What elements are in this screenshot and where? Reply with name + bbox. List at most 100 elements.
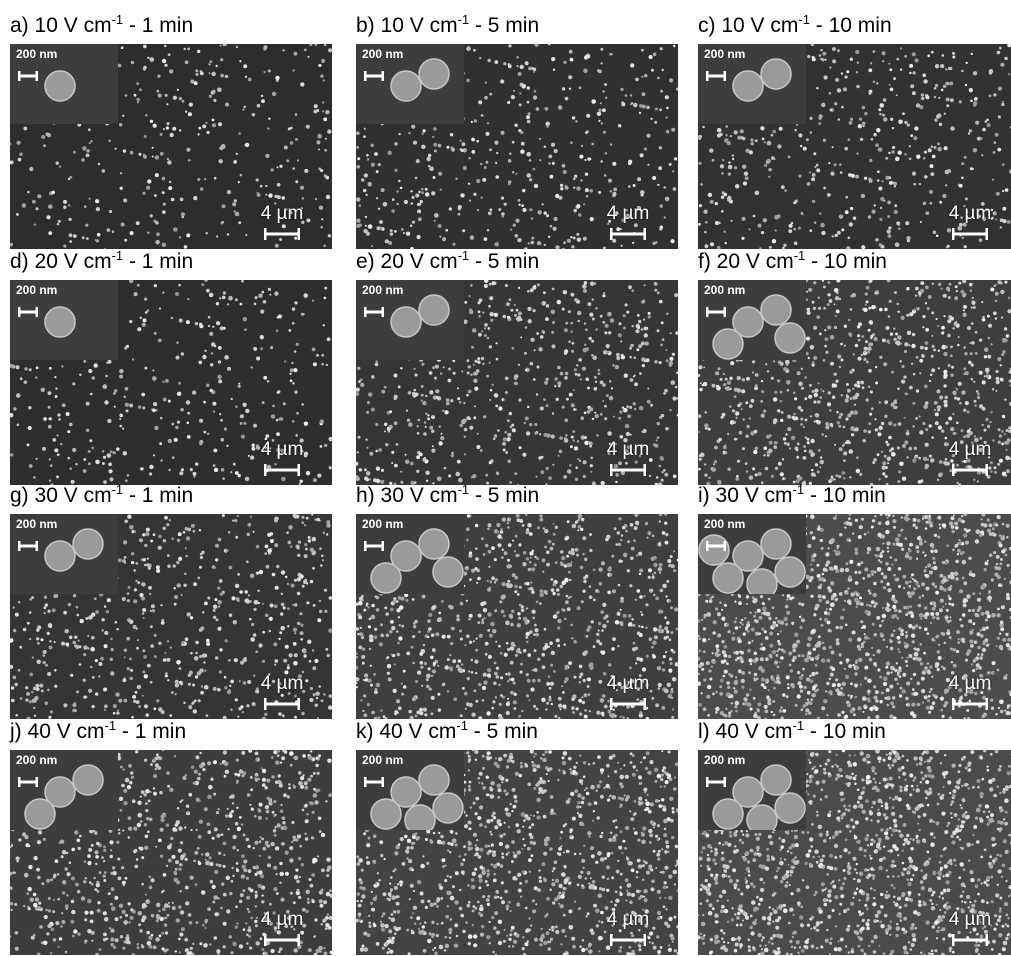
panel-exponent: -1	[111, 482, 124, 497]
panel-label: h) 30 V cm-1 - 5 min	[356, 480, 539, 512]
sem-panel: h) 30 V cm-1 - 5 min 200 nm 4 µm	[356, 480, 682, 719]
scale-label: 4 µm	[260, 909, 304, 930]
panel-letter: d)	[10, 250, 29, 273]
scale-label: 4 µm	[948, 909, 992, 930]
inset-scale-label: 200 nm	[704, 517, 746, 531]
zoom-inset: 200 nm	[356, 280, 464, 360]
panel-time: - 5 min	[469, 250, 540, 273]
scale-bar-line	[263, 697, 301, 711]
panel-letter: e)	[356, 250, 375, 273]
scale-label: 4 µm	[606, 673, 650, 694]
scale-bar-line	[951, 697, 989, 711]
scale-label: 4 µm	[948, 439, 992, 460]
panel-label: b) 10 V cm-1 - 5 min	[356, 10, 539, 42]
panel-time: - 10 min	[804, 484, 886, 507]
inset-scale-bar	[364, 776, 384, 788]
sem-image: 200 nm 4 µm	[356, 750, 678, 955]
panel-letter: i)	[698, 484, 710, 507]
zoom-inset: 200 nm	[10, 514, 118, 594]
scale-label: 4 µm	[606, 203, 650, 224]
scale-bar: 4 µm	[250, 439, 314, 477]
scale-bar-line	[609, 697, 647, 711]
inset-scale-bar	[706, 306, 726, 318]
scale-label: 4 µm	[948, 673, 992, 694]
inset-scale-bar	[18, 70, 38, 82]
panel-field: 20 V cm	[34, 250, 112, 273]
scale-label: 4 µm	[260, 439, 304, 460]
panel-time: - 10 min	[809, 14, 892, 37]
panel-exponent: -1	[792, 718, 805, 733]
panel-field: 40 V cm	[27, 720, 105, 743]
panel-label: c) 10 V cm-1 - 10 min	[698, 10, 892, 42]
zoom-inset: 200 nm	[698, 44, 806, 124]
scale-label: 4 µm	[260, 203, 304, 224]
scale-bar-line	[951, 933, 989, 947]
panel-time: - 10 min	[805, 250, 887, 273]
inset-scale-bar	[18, 776, 38, 788]
sem-image: 200 nm 4 µm	[10, 280, 332, 485]
inset-scale-label: 200 nm	[16, 517, 58, 531]
sem-panel: g) 30 V cm-1 - 1 min 200 nm 4 µm	[10, 480, 336, 719]
panel-field: 40 V cm	[379, 720, 457, 743]
scale-bar: 4 µm	[938, 203, 1002, 241]
panel-letter: l)	[698, 720, 710, 743]
zoom-inset: 200 nm	[10, 750, 118, 830]
panel-letter: b)	[356, 14, 375, 37]
scale-bar: 4 µm	[596, 673, 660, 711]
inset-scale-label: 200 nm	[362, 47, 404, 61]
sem-panel: f) 20 V cm-1 - 10 min 200 nm 4 µm	[698, 246, 1011, 485]
panel-field: 30 V cm	[715, 484, 793, 507]
sem-image: 200 nm 4 µm	[10, 44, 332, 249]
sem-panel: a) 10 V cm-1 - 1 min 200 nm 4 µm	[10, 10, 336, 249]
scale-bar: 4 µm	[938, 673, 1002, 711]
sem-panel: l) 40 V cm-1 - 10 min 200 nm 4 µm	[698, 716, 1011, 955]
scale-label: 4 µm	[260, 673, 304, 694]
panel-time: - 1 min	[123, 484, 194, 507]
zoom-inset: 200 nm	[10, 280, 118, 360]
panel-field: 10 V cm	[34, 14, 112, 37]
inset-scale-label: 200 nm	[16, 283, 58, 297]
zoom-inset: 200 nm	[698, 750, 806, 830]
sem-image: 200 nm 4 µm	[698, 44, 1011, 249]
sem-panel: d) 20 V cm-1 - 1 min 200 nm 4 µm	[10, 246, 336, 485]
inset-scale-label: 200 nm	[16, 753, 58, 767]
panel-exponent: -1	[457, 248, 470, 263]
scale-bar: 4 µm	[938, 439, 1002, 477]
inset-scale-bar	[364, 306, 384, 318]
nanoparticle-field	[356, 280, 678, 485]
sem-image: 200 nm 4 µm	[698, 750, 1011, 955]
sem-panel: c) 10 V cm-1 - 10 min 200 nm 4 µm	[698, 10, 1011, 249]
sem-panel: e) 20 V cm-1 - 5 min 200 nm 4 µm	[356, 246, 682, 485]
inset-scale-label: 200 nm	[362, 283, 404, 297]
panel-field: 20 V cm	[716, 250, 794, 273]
panel-field: 20 V cm	[380, 250, 458, 273]
scale-bar: 4 µm	[596, 203, 660, 241]
panel-exponent: -1	[111, 12, 124, 27]
panel-label: g) 30 V cm-1 - 1 min	[10, 480, 193, 512]
panel-exponent: -1	[793, 248, 806, 263]
panel-letter: c)	[698, 14, 716, 37]
inset-scale-label: 200 nm	[362, 517, 404, 531]
scale-bar: 4 µm	[250, 909, 314, 947]
panel-exponent: -1	[111, 248, 124, 263]
panel-time: - 5 min	[469, 484, 540, 507]
inset-scale-bar	[706, 540, 726, 552]
scale-bar-line	[609, 933, 647, 947]
panel-field: 40 V cm	[715, 720, 793, 743]
scale-bar-line	[951, 227, 989, 241]
panel-time: - 1 min	[123, 14, 194, 37]
panel-letter: k)	[356, 720, 374, 743]
sem-image: 200 nm 4 µm	[10, 750, 332, 955]
panel-letter: a)	[10, 14, 29, 37]
scale-bar-line	[609, 227, 647, 241]
panel-exponent: -1	[457, 12, 470, 27]
panel-label: l) 40 V cm-1 - 10 min	[698, 716, 886, 748]
sem-image: 200 nm 4 µm	[698, 280, 1011, 485]
panel-field: 30 V cm	[380, 484, 458, 507]
panel-field: 10 V cm	[721, 14, 799, 37]
panel-time: - 1 min	[116, 720, 187, 743]
scale-bar: 4 µm	[938, 909, 1002, 947]
inset-scale-bar	[706, 70, 726, 82]
sem-image: 200 nm 4 µm	[698, 514, 1011, 719]
panel-letter: g)	[10, 484, 29, 507]
